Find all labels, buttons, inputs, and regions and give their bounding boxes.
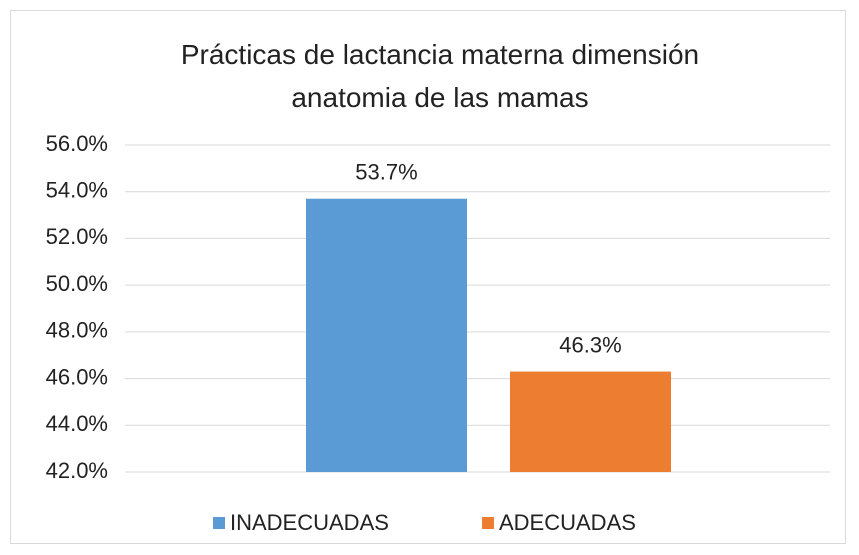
y-tick-label: 46.0% <box>46 364 108 389</box>
bar <box>510 371 671 472</box>
data-label: 46.3% <box>559 332 621 357</box>
legend-label: INADECUADAS <box>230 510 389 535</box>
y-tick-label: 56.0% <box>46 131 108 156</box>
legend-swatch <box>482 517 494 529</box>
y-tick-label: 44.0% <box>46 411 108 436</box>
chart-title: Prácticas de lactancia materna dimensión… <box>180 39 700 113</box>
chart-frame <box>10 10 846 544</box>
y-tick-label: 42.0% <box>46 458 108 483</box>
legend-label: ADECUADAS <box>499 510 636 535</box>
bar <box>306 198 467 472</box>
data-label: 53.7% <box>355 160 417 185</box>
y-tick-label: 48.0% <box>46 318 108 343</box>
y-tick-label: 54.0% <box>46 178 108 203</box>
y-tick-label: 50.0% <box>46 271 108 296</box>
legend-swatch <box>213 517 225 529</box>
y-tick-label: 52.0% <box>46 224 108 249</box>
